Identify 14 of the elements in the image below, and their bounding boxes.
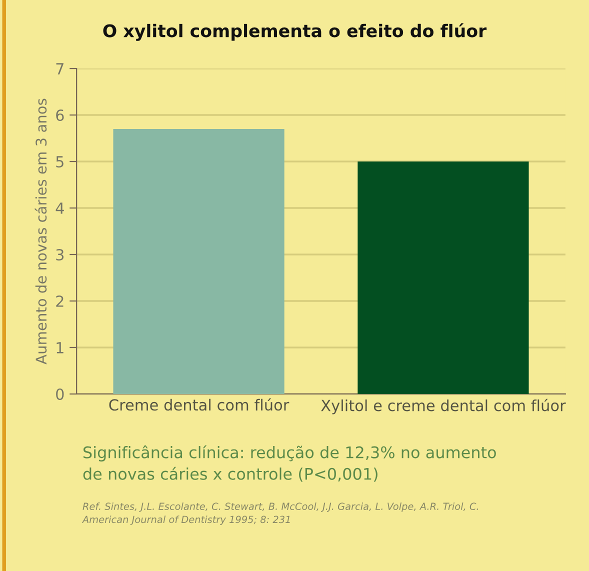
x-tick-label: Xylitol e creme dental com flúor (321, 398, 566, 414)
y-tick-label: 3 (56, 248, 64, 261)
y-tick-label: 4 (56, 202, 64, 214)
y-tick-label: 7 (56, 63, 64, 74)
y-tick-label: 2 (56, 295, 64, 307)
y-axis-title: Aumento de novas cáries em 3 anos (34, 98, 47, 364)
y-tick-label: 1 (56, 342, 64, 354)
y-tick-label: 6 (56, 109, 64, 122)
y-tick-label: 0 (56, 388, 64, 400)
text: Significância clínica: redução de 12,3% no aumento de novas cáries x controle (P<0,001) (83, 445, 496, 482)
y-tick-label: 5 (56, 156, 64, 168)
text: Ref. Sintes, J.L. Escolante, C. Stewart, B. McCool, J.J. Garcia, L. Volpe, A.R. Triol, C. American Journal of Dentistry 1995; 8: 231 (82, 502, 478, 525)
chart-title: O xylitol complementa o efeito do flúor (103, 23, 487, 41)
x-tick-label: Creme dental com flúor (109, 398, 290, 411)
